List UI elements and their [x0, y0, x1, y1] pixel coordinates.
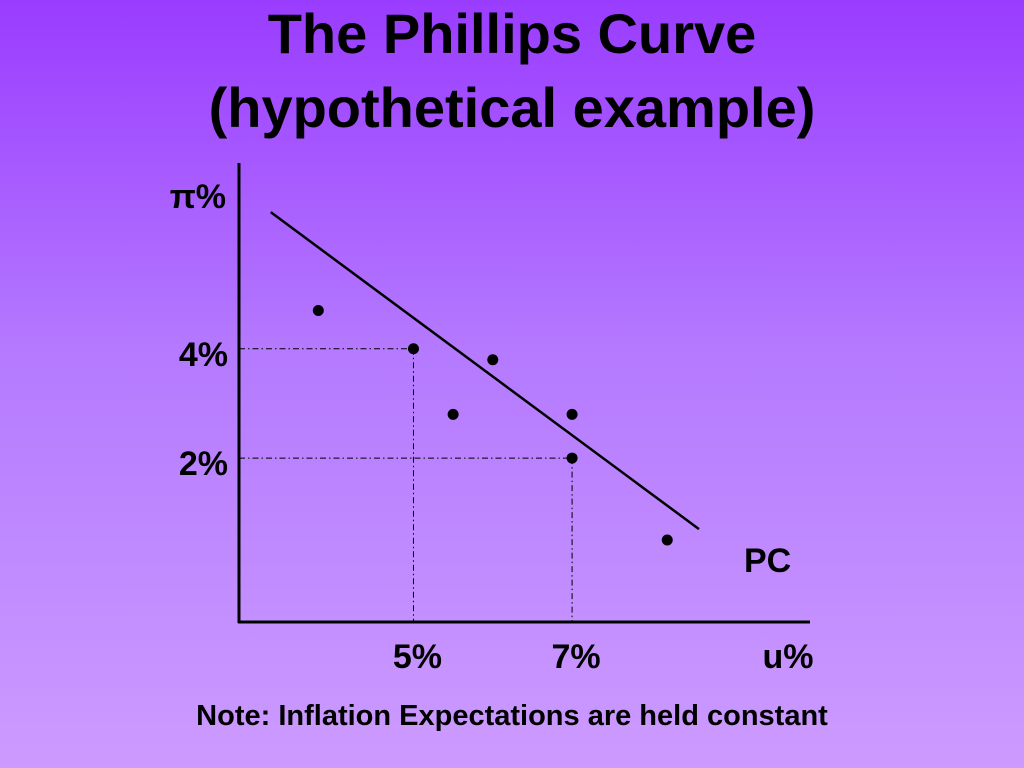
page-title: The Phillips Curve (hypothetical example…	[0, 0, 1024, 140]
title-line-1: The Phillips Curve	[267, 2, 757, 65]
y-tick-labels: 4% 2%	[179, 336, 228, 483]
x-tick-label-2: 7%	[552, 638, 601, 676]
data-point-1	[312, 305, 324, 317]
data-point-6	[566, 452, 578, 464]
data-point-2	[407, 343, 419, 355]
footnote: Note: Inflation Expectations are held co…	[196, 700, 828, 732]
y-tick-label-1: 4%	[179, 336, 228, 374]
reference-lines	[239, 348, 573, 622]
title-line-2: (hypothetical example)	[208, 76, 816, 139]
curve-label-pc: PC	[744, 542, 791, 580]
data-point-3	[487, 354, 499, 366]
phillips-curve-line	[269, 211, 700, 531]
x-tick-label-1: 5%	[393, 638, 442, 676]
y-tick-label-2: 2%	[179, 445, 228, 483]
data-point-4	[447, 408, 459, 420]
y-axis-label: π%	[170, 178, 226, 216]
x-tick-labels: 5% 7%	[393, 638, 601, 676]
x-axis-label: u%	[763, 638, 814, 676]
data-point-7	[661, 534, 673, 546]
data-points	[312, 305, 673, 546]
data-point-5	[566, 408, 578, 420]
